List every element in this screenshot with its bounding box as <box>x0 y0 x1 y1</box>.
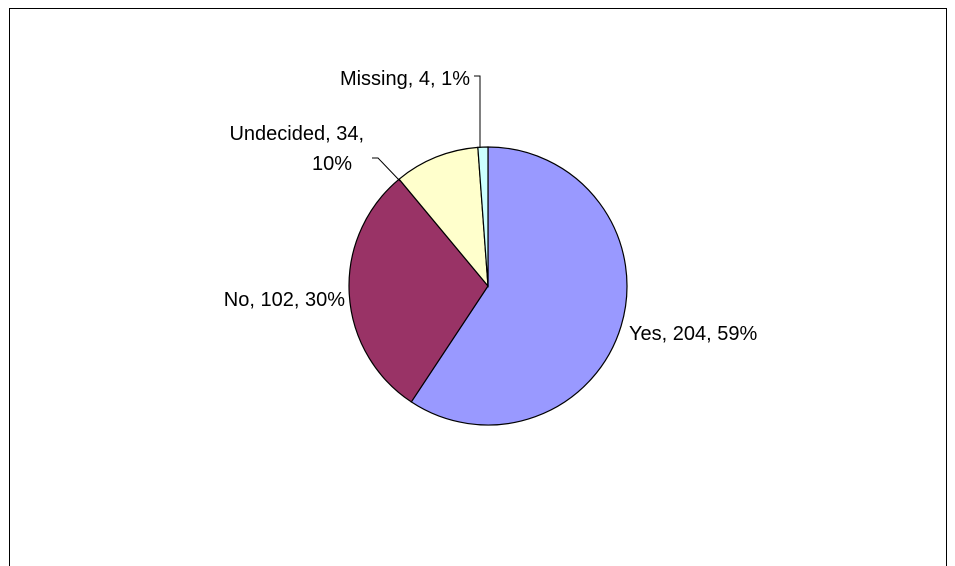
label-undecided-line1: Undecided, 34, <box>229 123 364 145</box>
leader-line-undecided <box>372 157 401 182</box>
pie-slice-yes <box>410 146 628 426</box>
pie-slices <box>348 146 628 426</box>
leader-lines <box>372 75 481 182</box>
pie-slice-no <box>348 178 489 403</box>
label-no: No, 102, 30% <box>224 289 345 311</box>
label-yes: Yes, 204, 59% <box>629 323 757 345</box>
pie-slice-undecided <box>398 146 489 288</box>
label-undecided-line2: 10% <box>312 153 352 175</box>
pie-slice-missing <box>477 146 489 287</box>
leader-line-missing <box>474 75 481 148</box>
label-missing: Missing, 4, 1% <box>340 68 470 90</box>
